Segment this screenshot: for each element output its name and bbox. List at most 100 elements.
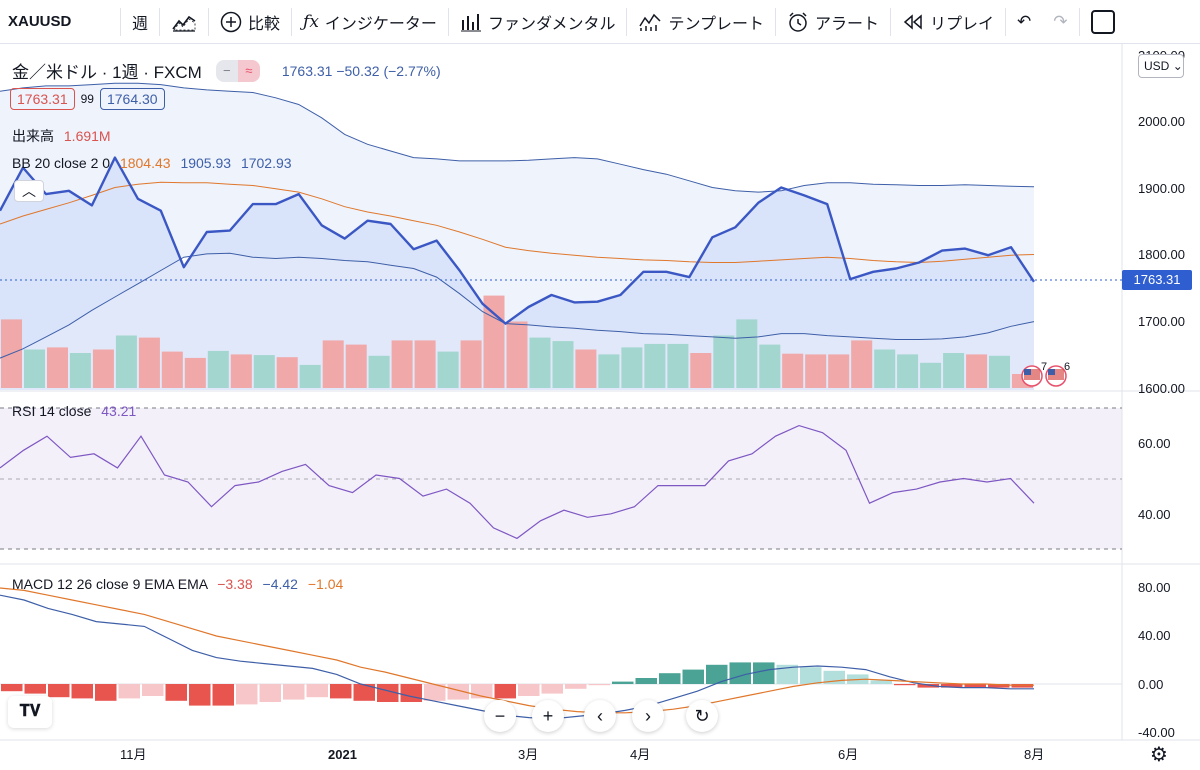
- macd-histogram-bar: [518, 684, 540, 696]
- volume-bar: [759, 344, 781, 388]
- macd-histogram-bar: [189, 684, 211, 706]
- templates-button[interactable]: テンプレート: [627, 0, 775, 44]
- interval-button[interactable]: 週: [132, 15, 149, 33]
- collapse-legend-button[interactable]: ︿: [14, 180, 44, 202]
- rsi-legend[interactable]: RSI 14 close 43.21: [12, 403, 136, 419]
- chart-style-icon: [172, 15, 196, 32]
- event-flag-us[interactable]: 6: [1045, 361, 1070, 387]
- price-line: [0, 156, 1035, 325]
- macd-histogram-bar: [353, 684, 375, 701]
- macd-histogram-bar: [682, 669, 704, 684]
- bollinger-legend[interactable]: BB 20 close 2 0 1804.43 1905.93 1702.93: [12, 155, 292, 171]
- macd-signal-line: [0, 587, 1034, 714]
- bb-lower-line: [0, 252, 1035, 359]
- macd-line-value: −4.42: [262, 576, 298, 592]
- compare-button[interactable]: 比較: [209, 0, 291, 44]
- macd-histogram-bar: [165, 684, 187, 701]
- compare-label: 比較: [248, 15, 281, 33]
- bid-price-box[interactable]: 1763.31: [10, 88, 75, 110]
- price-tick: 1700.00: [1138, 314, 1185, 329]
- bar-chart-icon: [460, 13, 481, 31]
- volume-bar: [230, 354, 252, 388]
- volume-bar: [437, 351, 459, 388]
- macd-histogram: [1, 662, 1033, 706]
- volume-bar: [966, 354, 988, 388]
- macd-tick: 40.00: [1138, 628, 1171, 643]
- time-tick: 2021: [328, 747, 357, 762]
- fundamentals-label: ファンダメンタル: [487, 15, 616, 33]
- chevron-up-icon: ︿: [22, 183, 36, 199]
- volume-bar: [667, 343, 689, 388]
- macd-histogram-bar: [259, 684, 281, 702]
- macd-legend[interactable]: MACD 12 26 close 9 EMA EMA −3.38 −4.42 −…: [12, 576, 343, 592]
- macd-histogram-bar: [118, 684, 140, 699]
- replay-label: リプレイ: [930, 15, 995, 33]
- macd-histogram-bar: [588, 684, 610, 686]
- time-axis[interactable]: 11月 2021 3月 4月 6月 8月: [120, 747, 1044, 762]
- symbol-legend[interactable]: 金／米ドル · 1週 · FXCM − ≈ 1763.31 −50.32 (−2…: [12, 58, 441, 83]
- alert-label: アラート: [815, 15, 880, 33]
- macd-histogram-bar: [917, 684, 939, 688]
- top-toolbar: XAUUSD 週 比較 ƒx インジケーター ファンダメンタル テンプレート: [0, 0, 1200, 44]
- macd-histogram-bar: [729, 662, 751, 684]
- volume-bar: [552, 341, 574, 388]
- macd-histogram-bar: [894, 684, 916, 686]
- macd-histogram-bar: [1, 684, 23, 692]
- time-tick: 3月: [518, 747, 538, 762]
- macd-histogram-bar: [24, 684, 46, 694]
- alert-button[interactable]: アラート: [776, 0, 890, 44]
- function-icon: ƒx: [303, 11, 319, 32]
- rsi-label: RSI 14 close: [12, 403, 92, 419]
- symbol-search-button[interactable]: XAUUSD: [8, 13, 72, 30]
- mode-toggle[interactable]: − ≈: [215, 59, 260, 82]
- currency-select[interactable]: USD ⌄: [1138, 54, 1184, 78]
- symbol-title: 金／米ドル · 1週 · FXCM: [12, 63, 202, 82]
- price-change: 1763.31 −50.32 (−2.77%): [281, 62, 441, 79]
- undo-icon: ↶: [1017, 11, 1032, 31]
- tradingview-logo[interactable]: 𝐓𝐕: [8, 696, 52, 728]
- time-tick: 4月: [630, 747, 650, 762]
- bb-label: BB 20 close 2 0: [12, 155, 111, 171]
- replay-button[interactable]: リプレイ: [891, 0, 1005, 44]
- scroll-left-button[interactable]: ‹: [584, 700, 616, 732]
- reset-chart-button[interactable]: ↻: [686, 700, 718, 732]
- macd-histogram-bar: [659, 673, 681, 684]
- ask-price-box[interactable]: 1764.30: [99, 88, 165, 110]
- redo-button[interactable]: ↷: [1042, 0, 1078, 44]
- plus-icon: +: [542, 705, 554, 726]
- volume-bar: [506, 321, 528, 388]
- volume-bar: [621, 347, 643, 388]
- volume-legend[interactable]: 出来高 1.691M: [12, 126, 111, 146]
- chart-style-button[interactable]: [160, 0, 208, 44]
- rsi-axis[interactable]: 60.00 40.00: [1138, 436, 1171, 522]
- macd-label: MACD 12 26 close 9 EMA EMA: [12, 576, 208, 592]
- indicators-label: インジケーター: [324, 15, 437, 33]
- volume-bar: [598, 354, 620, 388]
- plus-circle-icon: [220, 11, 242, 32]
- zoom-in-button[interactable]: +: [532, 700, 564, 732]
- template-icon: [639, 13, 661, 31]
- settings-gear-icon[interactable]: ⚙: [1150, 744, 1168, 766]
- chart-canvas[interactable]: 2100.00 2000.00 1900.00 1800.00 1700.00 …: [0, 44, 1200, 770]
- fullscreen-button[interactable]: [1080, 0, 1126, 44]
- price-area: [0, 157, 1034, 390]
- minus-icon: −: [494, 705, 506, 726]
- macd-histogram-bar: [400, 684, 422, 702]
- volume-bar: [138, 337, 160, 388]
- toolbar-divider: [120, 7, 121, 36]
- event-flag-us[interactable]: 7: [1021, 361, 1047, 387]
- undo-button[interactable]: ↶: [1006, 0, 1042, 44]
- zoom-controls: − +: [484, 700, 564, 732]
- indicators-button[interactable]: ƒx インジケーター: [292, 0, 448, 44]
- volume-bar: [345, 344, 367, 388]
- scroll-right-button[interactable]: ›: [632, 700, 664, 732]
- volume-bar: [483, 295, 505, 388]
- price-axis[interactable]: 2100.00 2000.00 1900.00 1800.00 1700.00 …: [1138, 48, 1185, 396]
- bid-ask-legend: 1763.31 99 1764.30: [10, 88, 165, 110]
- zoom-out-button[interactable]: −: [484, 700, 516, 732]
- macd-axis[interactable]: 80.00 40.00 0.00 -40.00: [1138, 580, 1175, 740]
- price-tick: 1600.00: [1138, 381, 1185, 396]
- macd-histogram-bar: [283, 684, 305, 700]
- macd-histogram-bar: [424, 684, 446, 701]
- fundamentals-button[interactable]: ファンダメンタル: [449, 0, 627, 44]
